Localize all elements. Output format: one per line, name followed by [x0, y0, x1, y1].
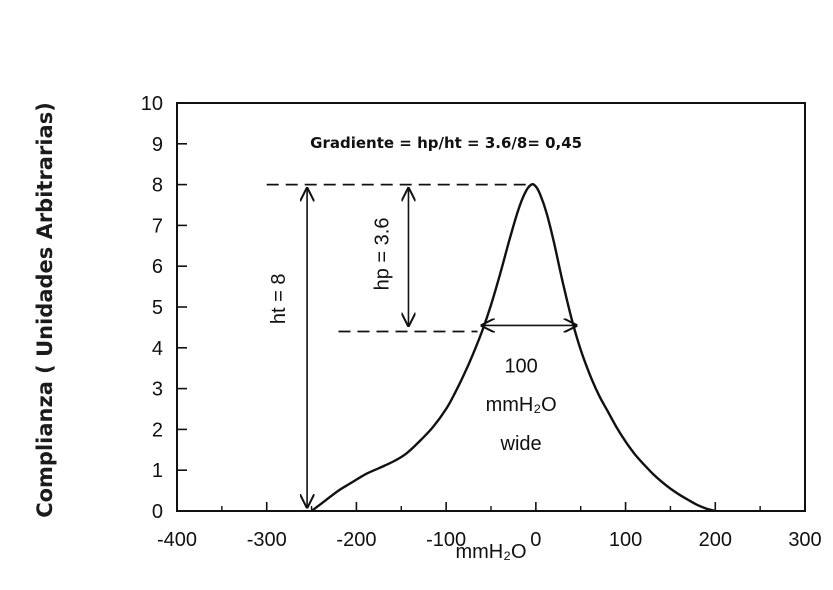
- y-tick-label: 4: [152, 338, 163, 360]
- y-tick-label: 8: [152, 175, 163, 197]
- y-tick-label: 10: [141, 93, 163, 115]
- x-tick-label: 100: [609, 529, 642, 551]
- x-tick-label: -100: [426, 529, 466, 551]
- axis-ticks: [176, 102, 806, 512]
- x-tick-label: 0: [530, 529, 541, 551]
- y-tick-label: 6: [152, 256, 163, 278]
- ht-label: ht = 8: [268, 274, 290, 325]
- gradient-formula: Gradiente = hp/ht = 3.6/8= 0,45: [310, 134, 582, 152]
- y-axis-title: Complianza ( Unidades Arbitrarias): [33, 102, 57, 518]
- hp-label: hp = 3.6: [371, 218, 393, 291]
- x-tick-label: -200: [336, 529, 376, 551]
- width-label-line3: wide: [500, 433, 542, 455]
- y-tick-label: 3: [152, 379, 163, 401]
- tick-labels: 0 1 2 3 4 5 6 7 8 9 10 -400 -300 -200 -100 0 100 200 300: [141, 93, 822, 551]
- annotations: ht = 8 hp = 3.6 100 mmH₂O wide Gradiente…: [266, 134, 582, 507]
- width-label-line2: mmH₂O: [486, 394, 557, 416]
- width-label-line1: 100: [504, 355, 537, 377]
- x-axis-title: mmH₂O: [455, 541, 526, 563]
- compliance-curve: [310, 183, 716, 513]
- x-tick-label: 200: [699, 529, 732, 551]
- y-tick-label: 0: [152, 501, 163, 523]
- y-tick-label: 7: [152, 215, 163, 237]
- y-tick-label: 2: [152, 419, 163, 441]
- x-tick-label: -400: [157, 529, 197, 551]
- x-tick-label: -300: [247, 529, 287, 551]
- y-tick-label: 5: [152, 297, 163, 319]
- y-tick-label: 9: [152, 134, 163, 156]
- y-tick-label: 1: [152, 460, 163, 482]
- x-tick-label: 300: [788, 529, 821, 551]
